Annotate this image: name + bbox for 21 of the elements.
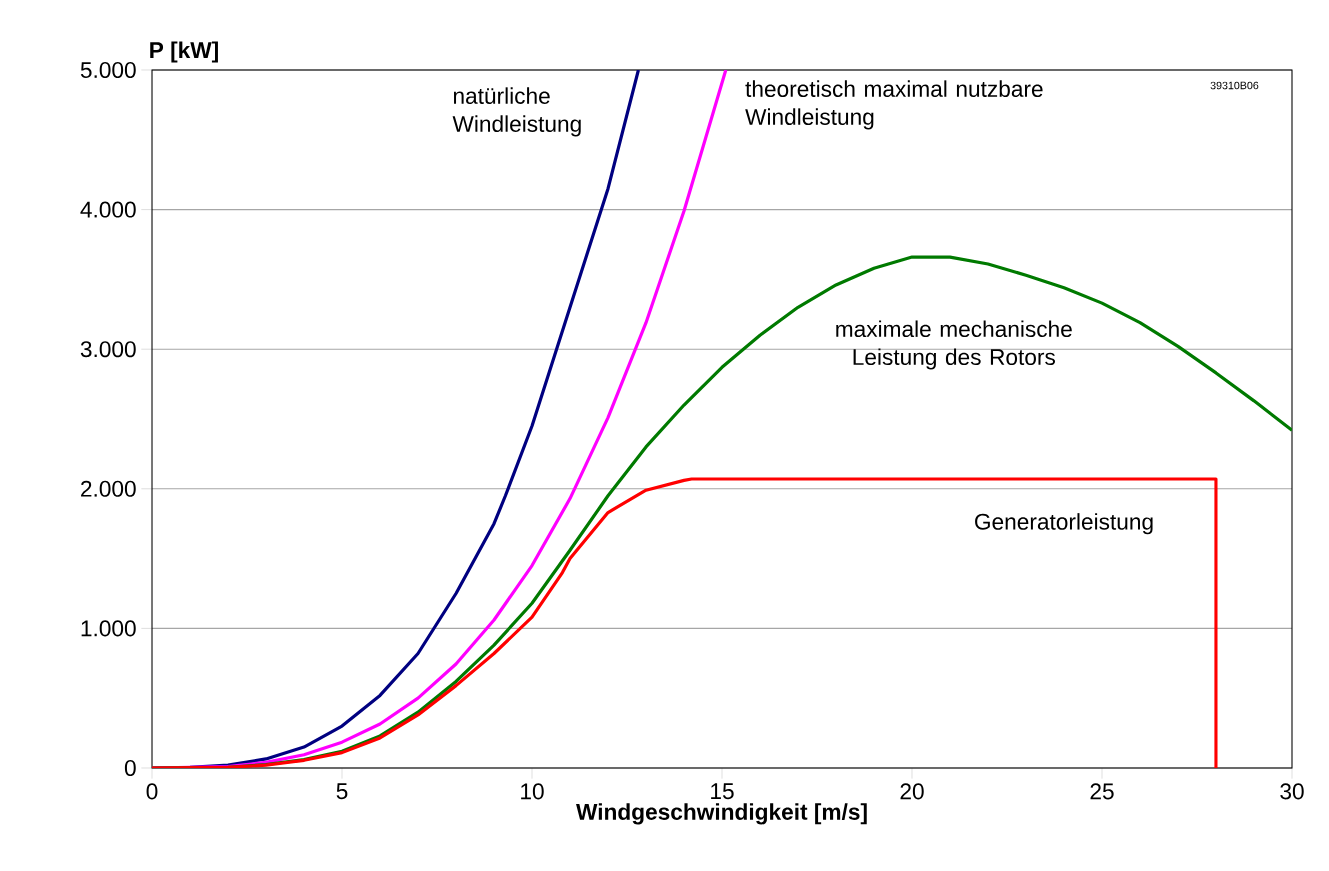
- y-tick-label: 1.000: [81, 620, 136, 637]
- y-tick-label: 2.000: [81, 480, 136, 497]
- series-label: theoretisch maximal nutzbare Windleistung: [745, 80, 1043, 130]
- line-series: [152, 477, 1218, 768]
- x-tick-label: 20: [900, 783, 924, 800]
- series-label: Generatorleistung: [975, 513, 1153, 535]
- x-tick-label: 0: [146, 783, 158, 800]
- x-tick-label: 25: [1090, 783, 1114, 800]
- x-tick-label: 30: [1280, 783, 1304, 800]
- y-tick-label: 3.000: [80, 341, 136, 358]
- series-label: maximale mechanische Leistung des Rotors: [836, 320, 1072, 370]
- y-tick-label: 5.000: [80, 61, 136, 79]
- y-axis-title: P [kW]: [150, 41, 218, 63]
- y-tick-label: 4.000: [80, 201, 136, 218]
- annotation: 39310B06: [1210, 81, 1259, 90]
- y-tick-label: 0: [124, 759, 136, 777]
- x-axis-title: Windgeschwindigkeit [m/s]: [576, 803, 867, 825]
- x-tick-label: 5: [336, 783, 348, 800]
- x-tick-label: 15: [711, 783, 734, 800]
- x-tick-label: 10: [521, 783, 544, 800]
- series-label: natürliche Windleistung: [452, 87, 581, 137]
